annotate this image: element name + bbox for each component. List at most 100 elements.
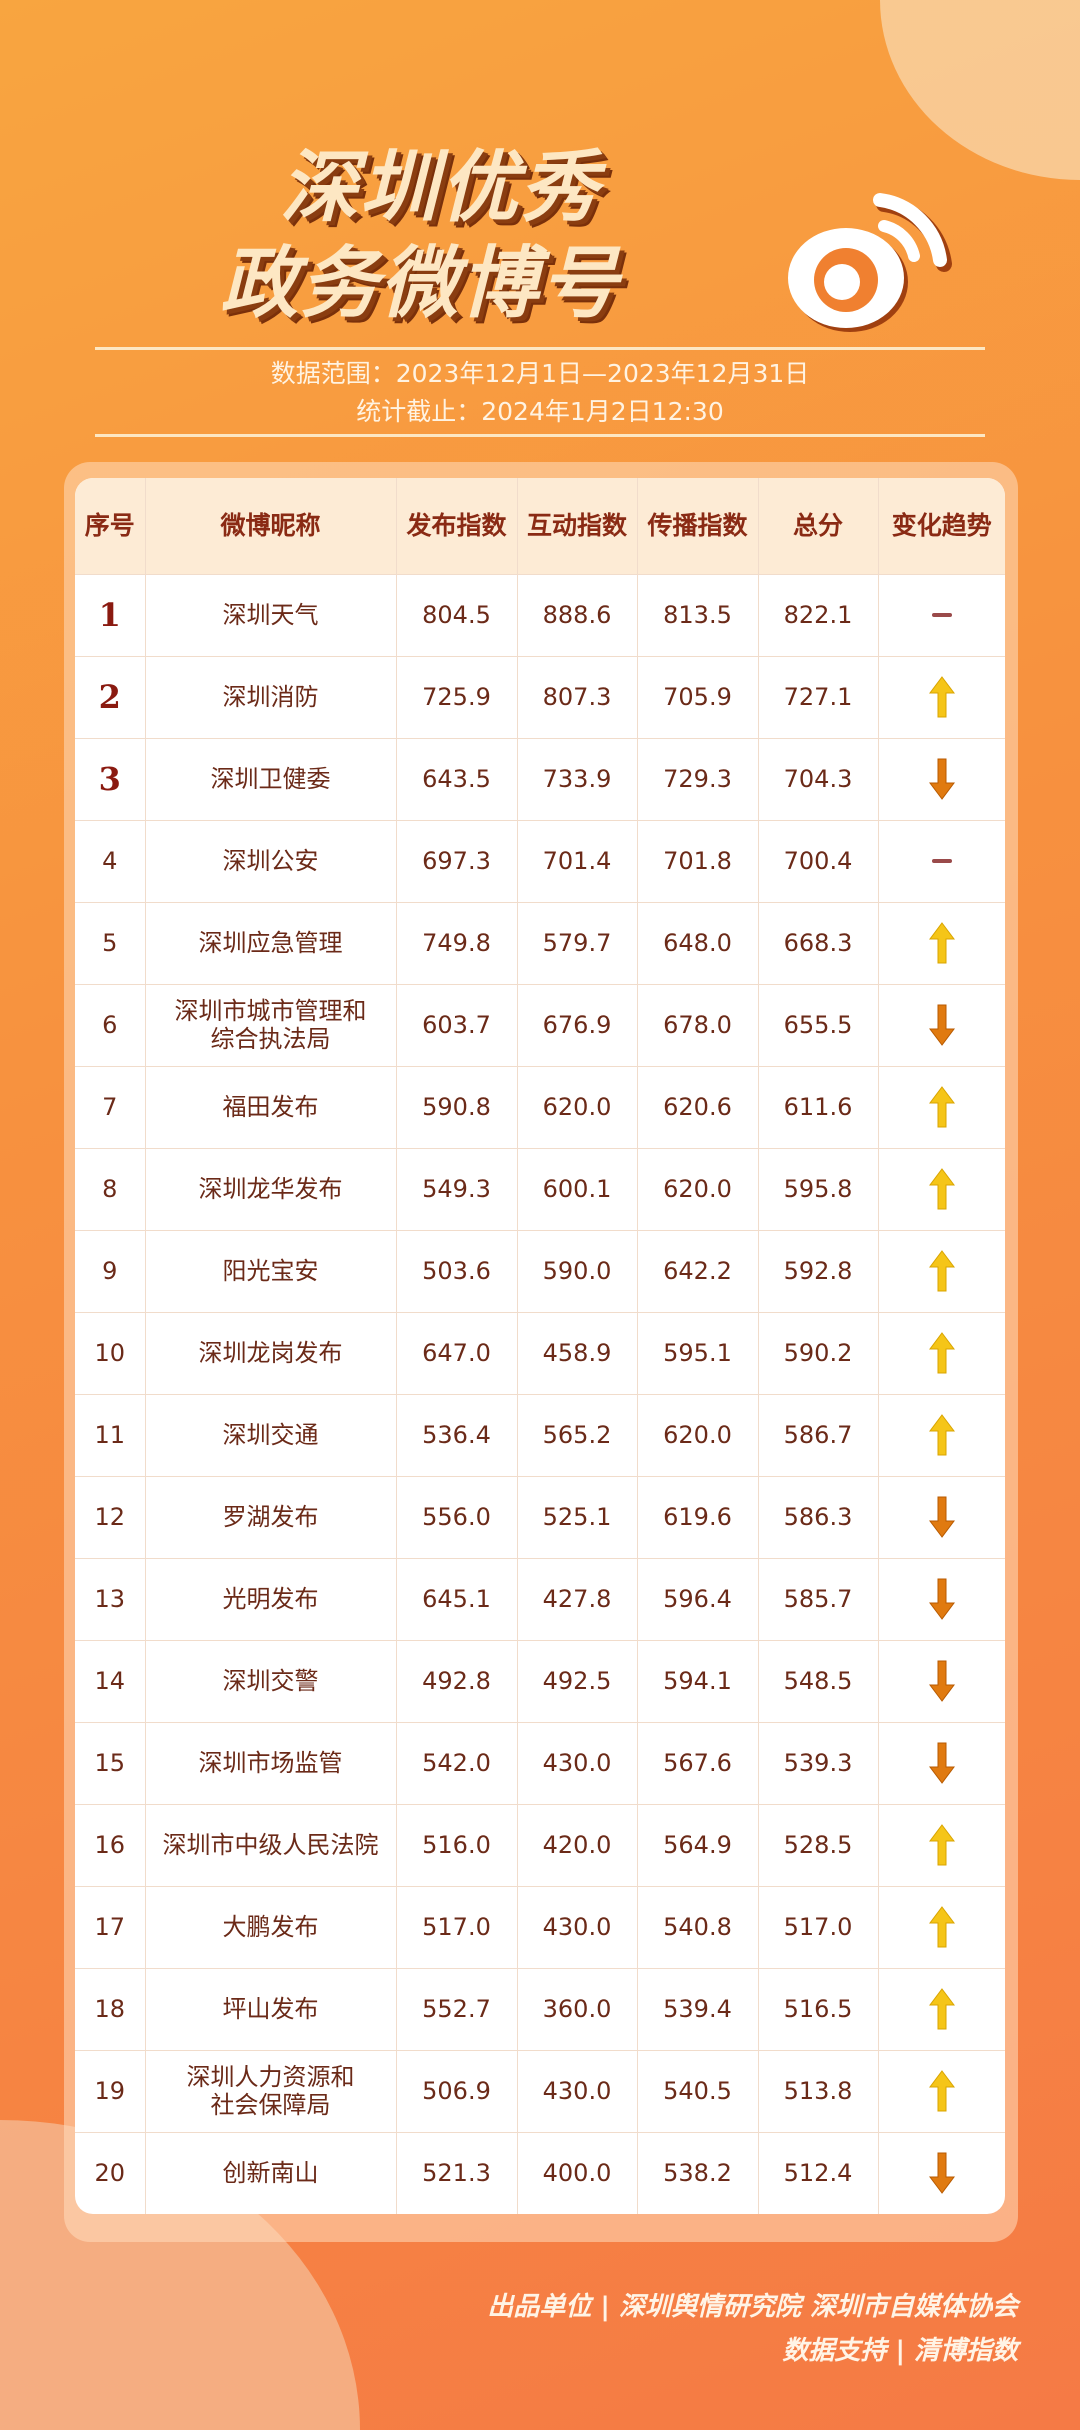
spread-index-cell: 813.5 <box>637 573 759 656</box>
interaction-index-cell: 733.9 <box>517 737 638 820</box>
table-row: 14 深圳交警 492.8 492.5 594.1 548.5 <box>75 1639 1005 1722</box>
arrow-down-icon <box>928 758 955 800</box>
arrow-down-icon <box>928 1496 955 1538</box>
interaction-index-cell: 676.9 <box>517 983 638 1066</box>
arrow-up-icon <box>928 1906 955 1948</box>
name-cell: 深圳市城市管理和 综合执法局 <box>145 983 397 1066</box>
rank-cell: 9 <box>75 1229 146 1312</box>
rank-cell: 3 <box>75 737 146 820</box>
trend-cell <box>878 1885 1005 1968</box>
trend-cell <box>878 901 1005 984</box>
publish-index-cell: 590.8 <box>396 1065 518 1148</box>
spread-index-cell: 701.8 <box>637 819 759 902</box>
publish-index-cell: 643.5 <box>396 737 518 820</box>
arrow-up-icon <box>928 922 955 964</box>
publish-index-cell: 517.0 <box>396 1885 518 1968</box>
table-row: 15 深圳市场监管 542.0 430.0 567.6 539.3 <box>75 1721 1005 1804</box>
arrow-down-icon <box>928 1742 955 1784</box>
column-header: 互动指数 <box>517 478 638 574</box>
interaction-index-cell: 579.7 <box>517 901 638 984</box>
interaction-index-cell: 888.6 <box>517 573 638 656</box>
publish-index-cell: 556.0 <box>396 1475 518 1558</box>
data-range: 数据范围：2023年12月1日—2023年12月31日 <box>270 359 810 388</box>
rank-cell: 13 <box>75 1557 146 1640</box>
name-cell: 光明发布 <box>145 1557 397 1640</box>
publish-index-cell: 521.3 <box>396 2131 518 2214</box>
name-cell: 深圳市中级人民法院 <box>145 1803 397 1886</box>
total-score-cell: 585.7 <box>758 1557 879 1640</box>
column-header: 序号 <box>75 478 146 574</box>
spread-index-cell: 620.0 <box>637 1393 759 1476</box>
trend-cell <box>878 2049 1005 2132</box>
column-header: 变化趋势 <box>878 478 1005 574</box>
divider <box>95 347 985 350</box>
title-line2: 政务微博号 <box>219 239 620 329</box>
publish-index-cell: 603.7 <box>396 983 518 1066</box>
total-score-cell: 727.1 <box>758 655 879 738</box>
rank-cell: 20 <box>75 2131 146 2214</box>
name-cell: 深圳卫健委 <box>145 737 397 820</box>
total-score-cell: 822.1 <box>758 573 879 656</box>
interaction-index-cell: 701.4 <box>517 819 638 902</box>
spread-index-cell: 648.0 <box>637 901 759 984</box>
name-cell: 深圳龙华发布 <box>145 1147 397 1230</box>
trend-cell <box>878 983 1005 1066</box>
arrow-down-icon <box>928 1578 955 1620</box>
name-cell: 深圳天气 <box>145 573 397 656</box>
rank-cell: 12 <box>75 1475 146 1558</box>
rank-cell: 15 <box>75 1721 146 1804</box>
interaction-index-cell: 430.0 <box>517 1721 638 1804</box>
table-row: 2 深圳消防 725.9 807.3 705.9 727.1 <box>75 655 1005 738</box>
trend-cell <box>878 573 1005 656</box>
interaction-index-cell: 492.5 <box>517 1639 638 1722</box>
name-cell: 深圳公安 <box>145 819 397 902</box>
trend-cell <box>878 1311 1005 1394</box>
column-header: 传播指数 <box>637 478 759 574</box>
total-score-cell: 512.4 <box>758 2131 879 2214</box>
footer: 出品单位 | 深圳舆情研究院 深圳市自媒体协会 数据支持 | 清博指数 <box>487 2285 1018 2373</box>
rank-cell: 8 <box>75 1147 146 1230</box>
rank-cell: 5 <box>75 901 146 984</box>
trend-cell <box>878 737 1005 820</box>
publish-index-cell: 645.1 <box>396 1557 518 1640</box>
publish-index-cell: 516.0 <box>396 1803 518 1886</box>
table-row: 7 福田发布 590.8 620.0 620.6 611.6 <box>75 1065 1005 1148</box>
column-header: 发布指数 <box>396 478 518 574</box>
arrow-up-icon <box>928 1414 955 1456</box>
footer-data-support: 数据支持 | 清博指数 <box>782 2336 1018 2366</box>
table-header: 序号 微博昵称 发布指数 互动指数 传播指数 总分 变化趋势 <box>75 478 1005 574</box>
cutoff-time: 统计截止：2024年1月2日12:30 <box>356 397 724 426</box>
arrow-down-icon <box>928 1660 955 1702</box>
table-row: 13 光明发布 645.1 427.8 596.4 585.7 <box>75 1557 1005 1640</box>
table-row: 3 深圳卫健委 643.5 733.9 729.3 704.3 <box>75 737 1005 820</box>
rank-cell: 1 <box>75 573 146 656</box>
trend-cell <box>878 655 1005 738</box>
weibo-logo-icon <box>788 193 952 332</box>
total-score-cell: 700.4 <box>758 819 879 902</box>
spread-index-cell: 619.6 <box>637 1475 759 1558</box>
total-score-cell: 539.3 <box>758 1721 879 1804</box>
trend-cell <box>878 1803 1005 1886</box>
trend-cell <box>878 1393 1005 1476</box>
total-score-cell: 704.3 <box>758 737 879 820</box>
spread-index-cell: 540.8 <box>637 1885 759 1968</box>
arrow-up-icon <box>928 1332 955 1374</box>
total-score-cell: 595.8 <box>758 1147 879 1230</box>
arrow-up-icon <box>928 1824 955 1866</box>
total-score-cell: 516.5 <box>758 1967 879 2050</box>
arrow-up-icon <box>928 1086 955 1128</box>
spread-index-cell: 594.1 <box>637 1639 759 1722</box>
trend-cell <box>878 1065 1005 1148</box>
name-cell: 大鹏发布 <box>145 1885 397 1968</box>
trend-cell <box>878 1229 1005 1312</box>
table-row: 16 深圳市中级人民法院 516.0 420.0 564.9 528.5 <box>75 1803 1005 1886</box>
publish-index-cell: 536.4 <box>396 1393 518 1476</box>
trend-cell <box>878 1557 1005 1640</box>
publish-index-cell: 749.8 <box>396 901 518 984</box>
name-cell: 坪山发布 <box>145 1967 397 2050</box>
trend-cell <box>878 2131 1005 2214</box>
publish-index-cell: 804.5 <box>396 573 518 656</box>
spread-index-cell: 540.5 <box>637 2049 759 2132</box>
spread-index-cell: 595.1 <box>637 1311 759 1394</box>
